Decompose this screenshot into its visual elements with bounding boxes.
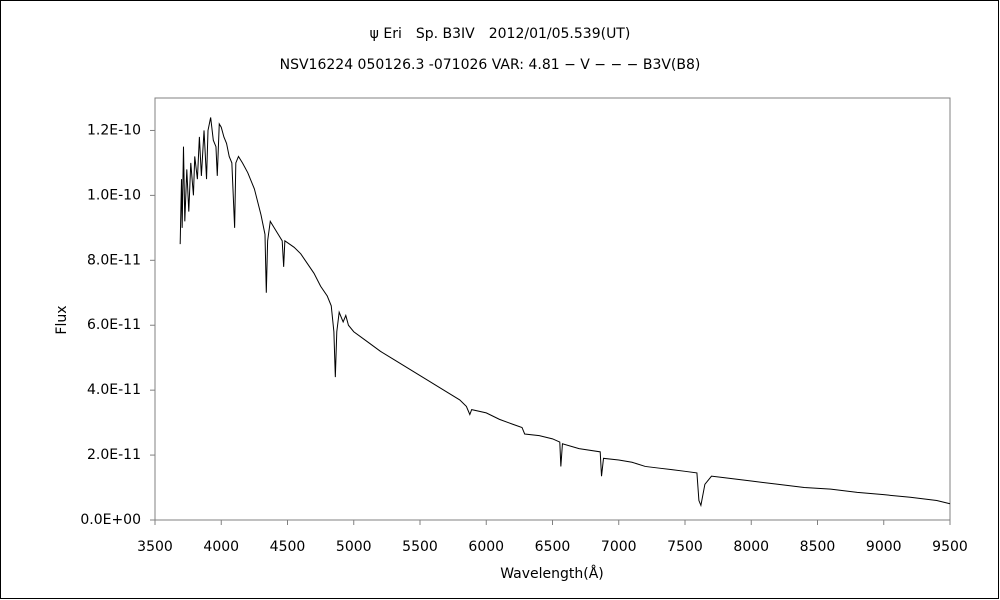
y-tick-label: 0.0E+00	[80, 512, 141, 528]
x-tick-label: 7000	[601, 539, 637, 555]
x-tick-label: 6500	[535, 539, 571, 555]
x-tick-label: 7500	[667, 539, 703, 555]
chart-subtitle: NSV16224 050126.3 -071026 VAR: 4.81 − V …	[280, 57, 701, 73]
x-tick-label: 4000	[203, 539, 239, 555]
x-tick-label: 3500	[137, 539, 173, 555]
x-tick-label: 8000	[733, 539, 769, 555]
y-tick-label: 2.0E-11	[87, 447, 141, 463]
spectrum-line	[179, 117, 951, 508]
y-tick-label: 8.0E-11	[87, 252, 141, 268]
y-tick-label: 4.0E-11	[87, 382, 141, 398]
y-tick-label: 1.2E-10	[87, 122, 141, 138]
x-tick-label: 5000	[336, 539, 372, 555]
x-tick-label: 4500	[270, 539, 306, 555]
x-tick-label: 9500	[932, 539, 968, 555]
x-tick-label: 5500	[402, 539, 438, 555]
chart-title: ψ Eri Sp. B3IV 2012/01/05.539(UT)	[370, 26, 631, 42]
x-tick-label: 8500	[800, 539, 836, 555]
x-axis-title: Wavelength(Å)	[500, 565, 604, 582]
y-axis-title: Flux	[54, 305, 70, 334]
y-tick-label: 1.0E-10	[87, 187, 141, 203]
y-tick-label: 6.0E-11	[87, 317, 141, 333]
x-tick-label: 9000	[866, 539, 902, 555]
x-tick-label: 6000	[468, 539, 504, 555]
